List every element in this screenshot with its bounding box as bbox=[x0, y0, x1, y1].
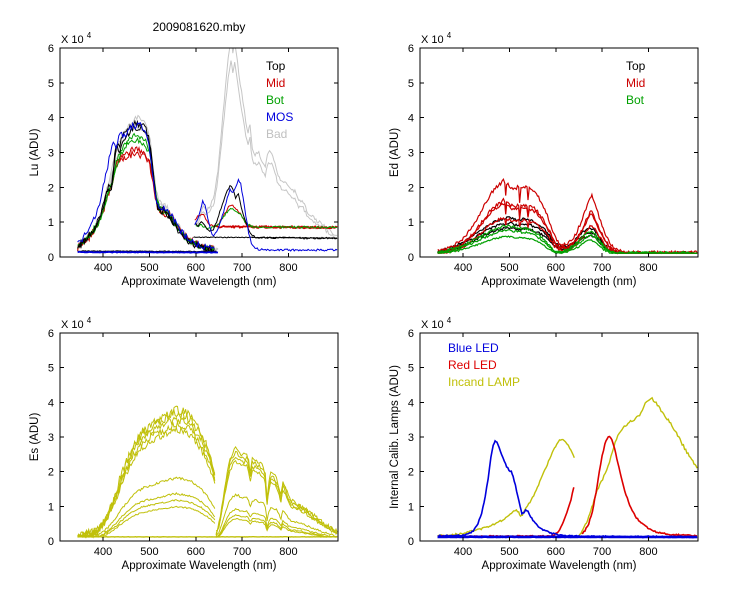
x-tick-label: 500 bbox=[500, 262, 518, 274]
y-tick-label: 4 bbox=[48, 113, 54, 125]
series-line-Blue-LED bbox=[438, 441, 697, 538]
x-tick-label: 600 bbox=[547, 546, 565, 558]
x-tick-label: 800 bbox=[279, 546, 297, 558]
y-tick-label: 0 bbox=[48, 536, 54, 548]
x-tick-label: 600 bbox=[547, 262, 565, 274]
legend-item-mid: Mid bbox=[266, 76, 285, 90]
series-line-Incand-LAMP bbox=[438, 440, 575, 537]
y-tick-label: 1 bbox=[48, 501, 54, 513]
x-axis-label: Approximate Wavelength (nm) bbox=[122, 560, 277, 572]
series-line-Es bbox=[78, 418, 215, 537]
y-tick-label: 4 bbox=[408, 113, 414, 125]
subplot-Lu: 400 500 600 700 800 0 1 2 3 4 5 6 X 10 4 Lu (ADU) Appr… bbox=[29, 20, 338, 288]
y-tick-label: 1 bbox=[408, 217, 414, 229]
y-axis-label: Internal Calib. Lamps (ADU) bbox=[389, 365, 401, 509]
y-tick-label: 4 bbox=[48, 397, 54, 409]
subplot-Lamps: 400 500 600 700 800 0 1 2 3 4 5 6 X 10 4 Internal Cal… bbox=[389, 316, 698, 572]
y-axis-exponent: X 10 4 bbox=[421, 31, 452, 46]
y-tick-label: 2 bbox=[48, 467, 54, 479]
y-axis-exponent: X 10 4 bbox=[61, 316, 92, 331]
legend-item-bot: Bot bbox=[626, 93, 645, 107]
x-axis-label: Approximate Wavelength (nm) bbox=[482, 560, 637, 572]
x-tick-label: 500 bbox=[500, 546, 518, 558]
y-tick-label: 6 bbox=[48, 328, 54, 340]
y-tick-label: 2 bbox=[408, 182, 414, 194]
subplot-Es: 400 500 600 700 800 0 1 2 3 4 5 6 X 10 4 Es (ADU) Appr… bbox=[29, 316, 338, 572]
x-tick-label: 800 bbox=[639, 546, 657, 558]
legend-item-bad: Bad bbox=[266, 127, 287, 141]
y-tick-label: 5 bbox=[408, 363, 414, 375]
x-tick-label: 800 bbox=[639, 262, 657, 274]
series-line-Top bbox=[193, 237, 337, 239]
figure-title: 2009081620.mby bbox=[153, 20, 246, 34]
x-tick-label: 700 bbox=[593, 546, 611, 558]
y-tick-label: 4 bbox=[408, 397, 414, 409]
y-tick-label: 6 bbox=[408, 328, 414, 340]
x-tick-label: 600 bbox=[187, 546, 205, 558]
legend-item-mos: MOS bbox=[266, 110, 293, 124]
x-axis-label: Approximate Wavelength (nm) bbox=[482, 276, 637, 288]
series-line-Bad bbox=[78, 126, 218, 251]
legend-item-top: Top bbox=[626, 59, 646, 73]
y-tick-label: 6 bbox=[48, 43, 54, 55]
y-tick-label: 0 bbox=[48, 252, 54, 264]
x-tick-label: 400 bbox=[454, 262, 472, 274]
x-tick-label: 700 bbox=[233, 546, 251, 558]
y-tick-label: 2 bbox=[408, 467, 414, 479]
y-tick-label: 5 bbox=[48, 78, 54, 90]
y-tick-label: 0 bbox=[408, 536, 414, 548]
series-line-Red-LED bbox=[438, 487, 574, 536]
y-tick-label: 3 bbox=[408, 432, 414, 444]
y-tick-label: 3 bbox=[408, 148, 414, 160]
legend-item-mid: Mid bbox=[626, 76, 645, 90]
y-tick-label: 1 bbox=[408, 501, 414, 513]
series-line-Es bbox=[78, 428, 215, 537]
series-line-MOS bbox=[78, 252, 218, 253]
legend-item-top: Top bbox=[266, 59, 286, 73]
axes-box bbox=[420, 48, 698, 257]
y-tick-label: 0 bbox=[408, 252, 414, 264]
y-tick-label: 3 bbox=[48, 432, 54, 444]
x-tick-label: 800 bbox=[279, 262, 297, 274]
y-axis-exponent: X 10 4 bbox=[61, 31, 92, 46]
y-axis-label: Ed (ADU) bbox=[389, 128, 401, 177]
series-line-Mid bbox=[78, 147, 215, 251]
series-line-Bot bbox=[78, 134, 215, 251]
y-axis-label: Lu (ADU) bbox=[29, 128, 41, 176]
x-tick-label: 400 bbox=[94, 262, 112, 274]
y-tick-label: 5 bbox=[408, 78, 414, 90]
x-tick-label: 600 bbox=[187, 262, 205, 274]
x-axis-label: Approximate Wavelength (nm) bbox=[122, 276, 277, 288]
legend-item-blue-led: Blue LED bbox=[448, 341, 499, 355]
legend-item-bot: Bot bbox=[266, 93, 285, 107]
x-tick-label: 700 bbox=[233, 262, 251, 274]
x-tick-label: 700 bbox=[593, 262, 611, 274]
y-tick-label: 2 bbox=[48, 182, 54, 194]
y-axis-exponent: X 10 4 bbox=[421, 316, 452, 331]
y-tick-label: 1 bbox=[48, 217, 54, 229]
legend-item-red-led: Red LED bbox=[448, 358, 497, 372]
y-axis-label: Es (ADU) bbox=[29, 413, 41, 462]
series-line-Incand-LAMP bbox=[579, 398, 697, 536]
subplot-Ed: 400 500 600 700 800 0 1 2 3 4 5 6 X 10 4 Ed (ADU) Appr… bbox=[389, 31, 698, 288]
series-line-Top bbox=[78, 125, 215, 252]
y-tick-label: 5 bbox=[48, 363, 54, 375]
y-tick-label: 6 bbox=[408, 43, 414, 55]
series-line-Top bbox=[195, 186, 337, 239]
x-tick-label: 500 bbox=[140, 546, 158, 558]
series-line-Mid bbox=[78, 151, 215, 251]
y-tick-label: 3 bbox=[48, 148, 54, 160]
legend-item-incand-lamp: Incand LAMP bbox=[448, 375, 520, 389]
x-tick-label: 400 bbox=[94, 546, 112, 558]
x-tick-label: 400 bbox=[454, 546, 472, 558]
x-tick-label: 500 bbox=[140, 262, 158, 274]
